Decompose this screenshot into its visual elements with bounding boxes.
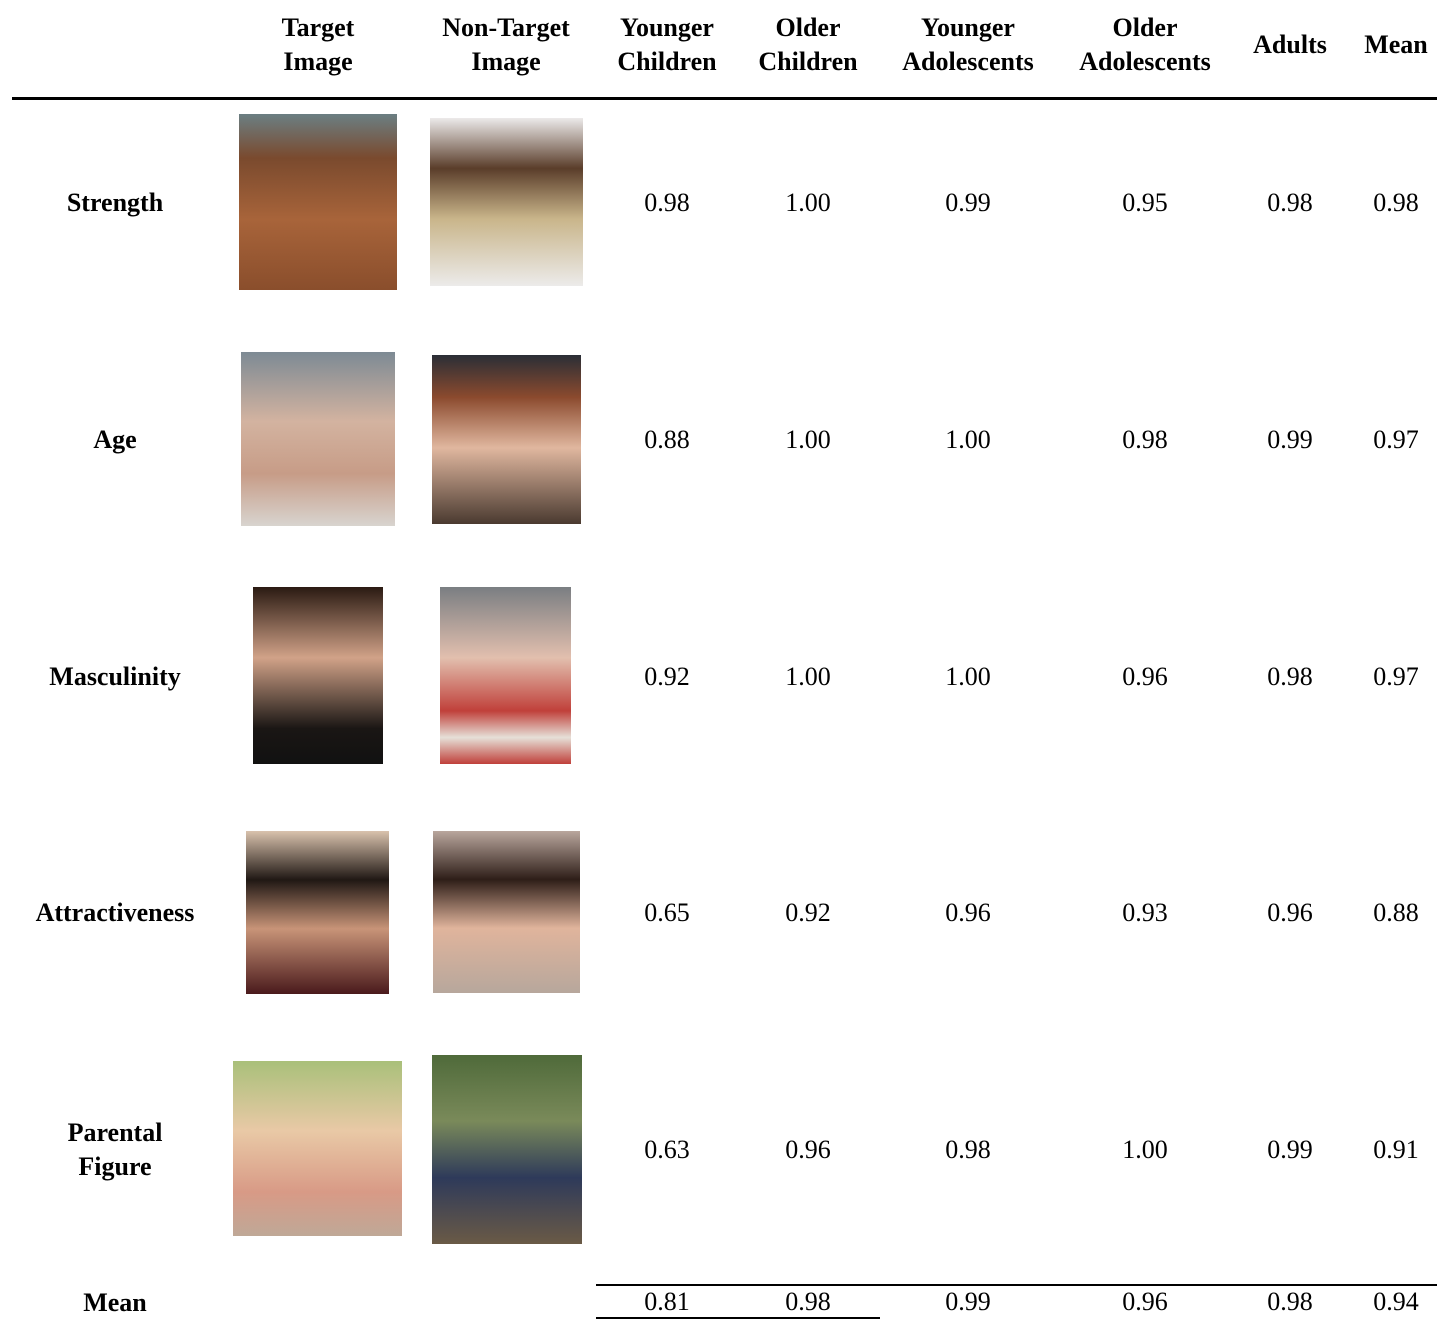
column-header: Adolescents bbox=[902, 47, 1034, 76]
column-header: Non-Target bbox=[442, 13, 570, 42]
column-header: Older bbox=[1112, 13, 1178, 42]
cell-value: 1.00 bbox=[945, 662, 991, 691]
column-header: Older bbox=[775, 13, 841, 42]
cell-value: 1.00 bbox=[1122, 1135, 1168, 1164]
cell-value: 0.99 bbox=[1267, 1135, 1313, 1164]
cell-value: 0.98 bbox=[644, 188, 690, 217]
row-label: Figure bbox=[78, 1152, 152, 1181]
photo bbox=[241, 352, 395, 526]
cell-value: 0.63 bbox=[644, 1135, 690, 1164]
cell-value: 0.92 bbox=[644, 662, 690, 691]
cell-value: 0.81 bbox=[644, 1287, 690, 1316]
row-label: Masculinity bbox=[49, 662, 181, 691]
cell-value: 0.96 bbox=[945, 898, 991, 927]
cell-value: 0.98 bbox=[1267, 1287, 1313, 1316]
mean-bottom-rule bbox=[596, 1317, 880, 1319]
cell-value: 0.98 bbox=[785, 1287, 831, 1316]
photo bbox=[430, 118, 583, 286]
cell-value: 0.95 bbox=[1122, 188, 1168, 217]
cell-value: 0.98 bbox=[1122, 425, 1168, 454]
cell-value: 0.96 bbox=[785, 1135, 831, 1164]
cell-value: 0.88 bbox=[644, 425, 690, 454]
column-header: Children bbox=[758, 47, 858, 76]
row-label: Age bbox=[93, 425, 137, 454]
mean-top-rule bbox=[596, 1284, 1437, 1286]
cell-value: 0.98 bbox=[1267, 662, 1313, 691]
photo bbox=[233, 1061, 402, 1236]
cell-value: 1.00 bbox=[785, 662, 831, 691]
row-label: Mean bbox=[83, 1288, 147, 1317]
photo bbox=[432, 1055, 582, 1244]
photo bbox=[239, 114, 397, 290]
column-header: Mean bbox=[1364, 30, 1428, 59]
cell-value: 0.97 bbox=[1373, 425, 1419, 454]
cell-value: 0.91 bbox=[1373, 1135, 1419, 1164]
cell-value: 1.00 bbox=[785, 425, 831, 454]
photo bbox=[432, 355, 581, 524]
cell-value: 0.96 bbox=[1267, 898, 1313, 927]
photo bbox=[433, 831, 580, 993]
cell-value: 0.99 bbox=[1267, 425, 1313, 454]
cell-value: 0.96 bbox=[1122, 662, 1168, 691]
column-header: Target bbox=[281, 13, 355, 42]
column-header: Children bbox=[617, 47, 717, 76]
photo bbox=[440, 587, 571, 764]
cell-value: 0.94 bbox=[1373, 1287, 1419, 1316]
photo bbox=[253, 587, 383, 764]
cell-value: 0.65 bbox=[644, 898, 690, 927]
cell-value: 0.96 bbox=[1122, 1287, 1168, 1316]
cell-value: 0.97 bbox=[1373, 662, 1419, 691]
row-label: Strength bbox=[66, 188, 164, 217]
cell-value: 0.99 bbox=[945, 1287, 991, 1316]
column-header: Adolescents bbox=[1079, 47, 1211, 76]
row-label: Parental bbox=[67, 1118, 163, 1147]
row-label: Attractiveness bbox=[35, 898, 195, 927]
cell-value: 0.98 bbox=[1373, 188, 1419, 217]
column-header: Younger bbox=[620, 13, 714, 42]
cell-value: 0.99 bbox=[945, 188, 991, 217]
cell-value: 0.98 bbox=[1267, 188, 1313, 217]
column-header: Image bbox=[283, 47, 353, 76]
column-header: Image bbox=[471, 47, 541, 76]
cell-value: 0.93 bbox=[1122, 898, 1168, 927]
header-rule bbox=[12, 97, 1437, 100]
column-header: Adults bbox=[1253, 30, 1327, 59]
cell-value: 1.00 bbox=[785, 188, 831, 217]
cell-value: 0.98 bbox=[945, 1135, 991, 1164]
cell-value: 0.92 bbox=[785, 898, 831, 927]
cell-value: 0.88 bbox=[1373, 898, 1419, 927]
column-header: Younger bbox=[921, 13, 1015, 42]
cell-value: 1.00 bbox=[945, 425, 991, 454]
photo bbox=[246, 831, 389, 994]
